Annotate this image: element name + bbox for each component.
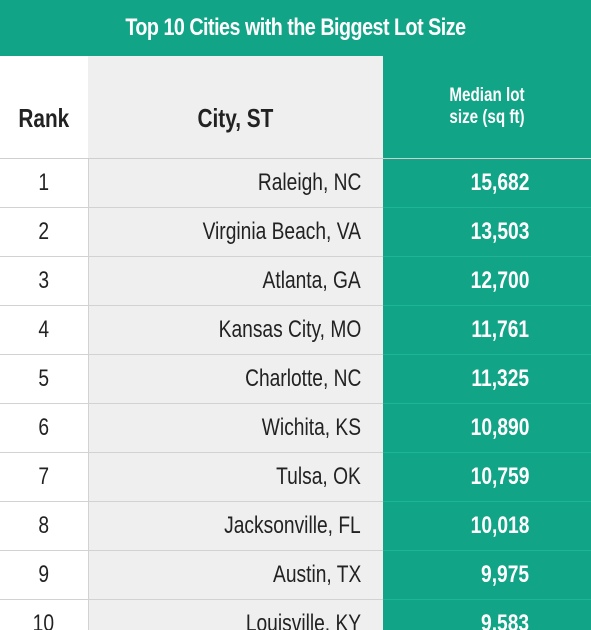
header-median-lot-size: Median lot size (sq ft): [383, 56, 591, 159]
rank-cell-text: 4: [38, 316, 50, 343]
rank-cell: 2: [0, 207, 89, 257]
table-title: Top 10 Cities with the Biggest Lot Size: [125, 14, 466, 41]
city-cell: Wichita, KS: [88, 403, 383, 453]
rank-cell: 10: [0, 599, 89, 630]
rank-cell: 3: [0, 256, 89, 306]
lot-size-cell: 12,700: [383, 256, 591, 306]
city-cell-text: Tulsa, OK: [276, 463, 361, 490]
city-cell-text: Jacksonville, FL: [224, 512, 361, 539]
lot-size-cell-text: 9,975: [480, 561, 529, 588]
lot-size-cell: 15,682: [383, 158, 591, 208]
lot-size-cell-text: 11,325: [471, 365, 529, 392]
lot-size-cell-text: 13,503: [470, 218, 529, 245]
city-cell-text: Charlotte, NC: [244, 365, 361, 392]
rank-cell-text: 8: [38, 512, 50, 539]
rank-cell: 8: [0, 501, 89, 551]
rank-cell-text: 10: [33, 610, 55, 630]
lot-size-table: Rank City, ST Median lot size (sq ft) 1 R…: [0, 56, 591, 630]
rank-cell: 4: [0, 305, 89, 355]
lot-size-cell-text: 9,583: [480, 610, 529, 630]
header-value-line-2: size (sq ft): [449, 107, 525, 128]
city-cell-text: Austin, TX: [272, 561, 361, 588]
table-row: 7 Tulsa, OK 10,759: [0, 452, 591, 502]
city-cell: Raleigh, NC: [88, 158, 383, 208]
table-row: 6 Wichita, KS 10,890: [0, 403, 591, 453]
lot-size-cell-text: 11,761: [471, 316, 529, 343]
header-value-line-1: Median lot: [449, 85, 525, 106]
city-cell: Austin, TX: [88, 550, 383, 600]
city-cell: Kansas City, MO: [88, 305, 383, 355]
rank-cell-text: 1: [38, 169, 50, 196]
lot-size-cell: 9,975: [383, 550, 591, 600]
city-cell-text: Wichita, KS: [261, 414, 361, 441]
header-city: City, ST: [88, 56, 383, 159]
city-cell: Charlotte, NC: [88, 354, 383, 404]
lot-size-cell-text: 10,018: [470, 512, 529, 539]
table-title-bar: Top 10 Cities with the Biggest Lot Size: [0, 0, 591, 56]
header-rank: Rank: [0, 56, 88, 159]
rank-cell: 5: [0, 354, 89, 404]
rank-cell-text: 5: [38, 365, 50, 392]
lot-size-cell: 10,890: [383, 403, 591, 453]
table-body: 1 Raleigh, NC 15,682 2 Virginia Beach, VA 13,…: [0, 158, 591, 630]
table-row: 3 Atlanta, GA 12,700: [0, 256, 591, 306]
city-cell: Atlanta, GA: [88, 256, 383, 306]
table-row: 2 Virginia Beach, VA 13,503: [0, 207, 591, 257]
city-cell: Jacksonville, FL: [88, 501, 383, 551]
lot-size-cell: 13,503: [383, 207, 591, 257]
lot-size-cell-text: 12,700: [470, 267, 529, 294]
lot-size-cell: 11,325: [383, 354, 591, 404]
city-cell-text: Virginia Beach, VA: [202, 218, 361, 245]
lot-size-cell: 10,018: [383, 501, 591, 551]
city-cell-text: Kansas City, MO: [218, 316, 361, 343]
table-row: 1 Raleigh, NC 15,682: [0, 158, 591, 208]
city-cell: Tulsa, OK: [88, 452, 383, 502]
lot-size-cell: 11,761: [383, 305, 591, 355]
rank-cell: 1: [0, 158, 89, 208]
table-row: 10 Louisville, KY 9,583: [0, 599, 591, 630]
lot-size-cell-text: 10,890: [470, 414, 529, 441]
table-row: 4 Kansas City, MO 11,761: [0, 305, 591, 355]
rank-cell: 6: [0, 403, 89, 453]
city-cell-text: Atlanta, GA: [262, 267, 361, 294]
city-cell: Louisville, KY: [88, 599, 383, 630]
lot-size-cell: 10,759: [383, 452, 591, 502]
city-cell-text: Raleigh, NC: [257, 169, 361, 196]
lot-size-cell-text: 10,759: [470, 463, 529, 490]
rank-cell-text: 9: [38, 561, 50, 588]
lot-size-cell-text: 15,682: [470, 169, 529, 196]
rank-cell-text: 7: [38, 463, 50, 490]
rank-cell-text: 6: [38, 414, 50, 441]
table-row: 9 Austin, TX 9,975: [0, 550, 591, 600]
rank-cell: 7: [0, 452, 89, 502]
table-row: 5 Charlotte, NC 11,325: [0, 354, 591, 404]
rank-cell-text: 2: [38, 218, 50, 245]
table-row: 8 Jacksonville, FL 10,018: [0, 501, 591, 551]
city-cell-text: Louisville, KY: [245, 610, 361, 630]
lot-size-cell: 9,583: [383, 599, 591, 630]
table-header-row: Rank City, ST Median lot size (sq ft): [0, 56, 591, 159]
rank-cell: 9: [0, 550, 89, 600]
rank-cell-text: 3: [38, 267, 50, 294]
city-cell: Virginia Beach, VA: [88, 207, 383, 257]
